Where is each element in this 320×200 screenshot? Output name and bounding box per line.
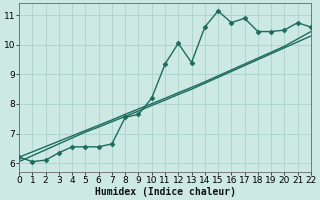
X-axis label: Humidex (Indice chaleur): Humidex (Indice chaleur) [94,186,236,197]
